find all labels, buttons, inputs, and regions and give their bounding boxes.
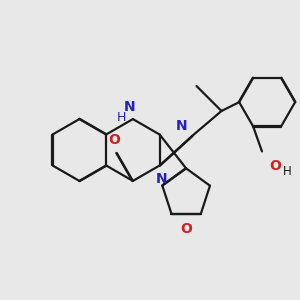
Text: O: O — [108, 133, 120, 147]
Text: N: N — [176, 119, 188, 133]
Text: H: H — [117, 111, 126, 124]
Text: N: N — [156, 172, 168, 186]
Text: N: N — [124, 100, 135, 114]
Text: O: O — [269, 159, 281, 173]
Text: H: H — [283, 165, 292, 178]
Text: O: O — [180, 222, 192, 236]
